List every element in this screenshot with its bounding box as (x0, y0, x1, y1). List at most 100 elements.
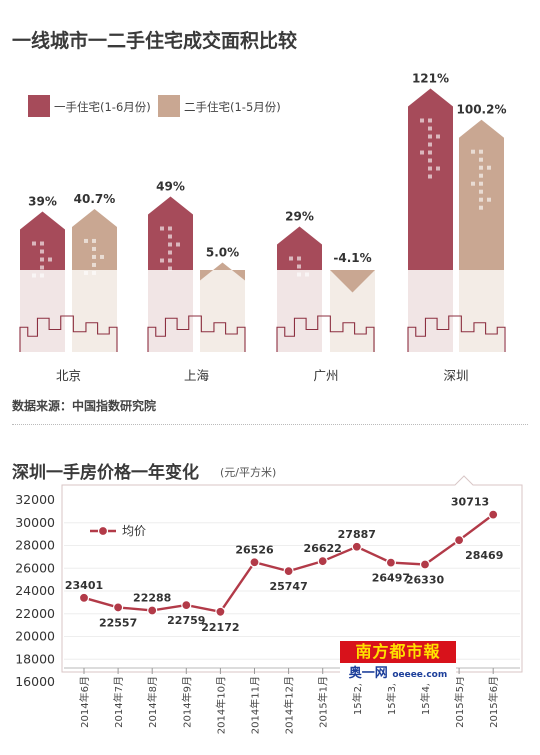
y-tick-label: 28000 (15, 538, 55, 553)
building-window (479, 189, 483, 194)
building-window (160, 226, 164, 231)
data-point (147, 605, 158, 616)
city-bar-new: 49% (148, 180, 193, 271)
newspaper-logo: 南方都市報 奥一网 oeeee.com (340, 641, 456, 687)
category-label: 北京 (56, 368, 81, 383)
building-window (40, 273, 44, 278)
building-window (92, 270, 96, 275)
building-window (92, 238, 96, 243)
y-tick-label: 30000 (15, 515, 55, 530)
building-window (428, 158, 432, 163)
x-tick-label: 2015年5月 (453, 676, 466, 728)
building-window (479, 197, 483, 202)
x-tick-label: 15年3月 (385, 676, 398, 715)
chart2-legend: 均价 (90, 524, 146, 538)
bar-shape (20, 211, 65, 270)
site-logo-domain: oeeee.com (392, 670, 448, 680)
data-point (385, 557, 396, 568)
data-point (351, 541, 362, 552)
chart1-legend: 一手住宅(1-6月份) 二手住宅(1-5月份) (28, 95, 281, 117)
building-window (471, 181, 475, 186)
building-window (428, 118, 432, 123)
data-point (454, 535, 465, 546)
chart1-bars: 39% 40.7% 49% 5.0% 29% -4.1% 121% 100.2% (19, 72, 506, 352)
y-tick-label: 18000 (15, 651, 55, 666)
data-label: 22557 (99, 616, 137, 629)
bar-base (148, 270, 193, 352)
newspaper-logo-title: 南方都市報 (340, 641, 456, 663)
building-window (487, 197, 491, 202)
legend-swatch (158, 95, 180, 117)
category-label: 广州 (313, 368, 338, 383)
building-window (420, 150, 424, 155)
building-window (100, 254, 104, 259)
data-label: 27887 (338, 528, 376, 541)
area-comparison-chart: 一手住宅(1-6月份) 二手住宅(1-5月份) 39% 40.7% 49% 5.0% 29… (19, 72, 506, 383)
section-divider (12, 424, 528, 425)
bar-shape (459, 119, 504, 270)
bar-value-label: 29% (285, 210, 314, 224)
skyline-outline (276, 315, 375, 352)
city-bar-new: 39% (20, 195, 65, 278)
city-bar-new: 121% (408, 72, 453, 270)
building-window (92, 262, 96, 267)
x-tick-label: 15年2月 (351, 676, 364, 715)
data-label: 26622 (304, 542, 342, 555)
data-point (215, 606, 226, 617)
legend-label: 二手住宅(1-5月份) (184, 100, 281, 114)
building-window (479, 173, 483, 178)
chart-frame (61, 475, 523, 673)
data-label: 25747 (269, 580, 307, 593)
building-window (479, 157, 483, 162)
building-window (297, 264, 301, 269)
building-window (428, 134, 432, 139)
bar-value-label: 40.7% (74, 192, 116, 206)
building-window (84, 270, 88, 275)
x-tick-label: 2014年6月 (78, 676, 91, 728)
building-window (168, 266, 172, 271)
skyline-outline (147, 315, 246, 352)
chart2-unit-label: (元/平方米) (220, 466, 277, 479)
data-label: 26497 (372, 572, 410, 585)
bar-shape (330, 270, 375, 293)
building-window (471, 149, 475, 154)
building-window (428, 166, 432, 171)
building-window (168, 242, 172, 247)
data-label: 23401 (65, 579, 103, 592)
y-tick-label: 26000 (15, 560, 55, 575)
data-point (249, 557, 260, 568)
building-window (428, 174, 432, 179)
x-tick-label: 2014年12月 (283, 676, 296, 734)
building-window (168, 234, 172, 239)
bar-shape (277, 226, 322, 270)
site-logo-name: 奥一网 (348, 666, 388, 681)
data-label: 30713 (451, 496, 489, 509)
bar-value-label: 5.0% (206, 246, 239, 260)
data-point (419, 559, 431, 570)
building-window (420, 118, 424, 123)
building-window (168, 226, 172, 231)
bar-value-label: 49% (156, 180, 185, 194)
y-tick-label: 16000 (15, 674, 55, 689)
building-window (92, 254, 96, 259)
building-window (305, 272, 309, 277)
building-window (40, 265, 44, 270)
x-tick-label: 2014年8月 (146, 676, 159, 728)
building-window (160, 258, 164, 263)
chart2-title: 深圳一手房价格一年变化 (12, 463, 199, 483)
bar-base (20, 270, 65, 352)
building-window (40, 241, 44, 246)
building-window (48, 257, 52, 262)
building-window (487, 165, 491, 170)
chart1-category-labels: 北京 上海 广州 深圳 (56, 368, 469, 383)
x-tick-label: 2014年10月 (214, 676, 227, 734)
data-label: 22288 (133, 591, 171, 604)
building-window (297, 272, 301, 277)
bar-base (200, 270, 245, 352)
data-label: 28469 (465, 549, 503, 562)
category-label: 上海 (184, 368, 210, 383)
bar-base (408, 270, 453, 352)
bar-shape (148, 196, 193, 270)
